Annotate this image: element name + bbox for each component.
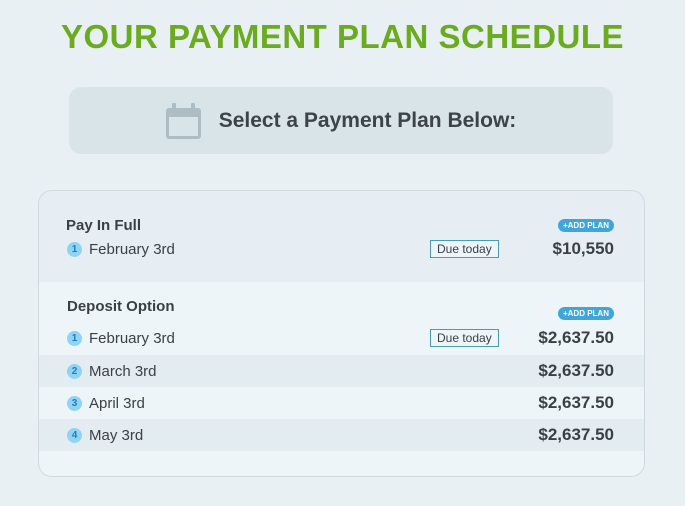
payment-row: 1 February 3rd Due today $2,637.50	[39, 322, 644, 354]
calendar-icon	[165, 102, 201, 139]
payment-date: February 3rd	[89, 329, 175, 347]
payment-amount: $2,637.50	[538, 361, 614, 380]
plan-title: Pay In Full	[66, 217, 142, 234]
payment-date: May 3rd	[89, 426, 144, 444]
installment-number: 1	[67, 241, 82, 257]
plan-title: Deposit Option	[67, 298, 175, 315]
add-plan-button[interactable]: +ADD PLAN	[557, 219, 614, 232]
payment-row: 1 February 3rd Due today $10,550	[39, 233, 644, 265]
payment-date: March 3rd	[89, 362, 157, 380]
installment-number: 1	[67, 330, 82, 346]
due-today-badge: Due today	[430, 240, 499, 258]
plan-select-banner: Select a Payment Plan Below:	[69, 87, 613, 154]
page-title: YOUR PAYMENT PLAN SCHEDULE	[60, 18, 625, 55]
payment-amount: $10,550	[552, 239, 614, 258]
payment-row: 2 March 3rd $2,637.50	[39, 355, 644, 387]
add-plan-button[interactable]: +ADD PLAN	[557, 307, 614, 320]
payment-amount: $2,637.50	[538, 328, 614, 347]
banner-label: Select a Payment Plan Below:	[218, 108, 517, 132]
installment-number: 2	[67, 363, 82, 379]
payment-row: 3 April 3rd $2,637.50	[39, 387, 644, 419]
plan-pay-in-full: Pay In Full +ADD PLAN 1 February 3rd Due…	[39, 191, 644, 282]
payment-amount: $2,637.50	[538, 393, 614, 412]
installment-number: 3	[67, 395, 82, 411]
payment-row: 4 May 3rd $2,637.50	[39, 419, 644, 451]
payment-plans-card: Pay In Full +ADD PLAN 1 February 3rd Due…	[38, 190, 645, 477]
payment-date: February 3rd	[89, 240, 175, 258]
installment-number: 4	[67, 427, 82, 443]
payment-date: April 3rd	[89, 394, 145, 412]
due-today-badge: Due today	[430, 329, 499, 347]
payment-amount: $2,637.50	[538, 425, 614, 444]
